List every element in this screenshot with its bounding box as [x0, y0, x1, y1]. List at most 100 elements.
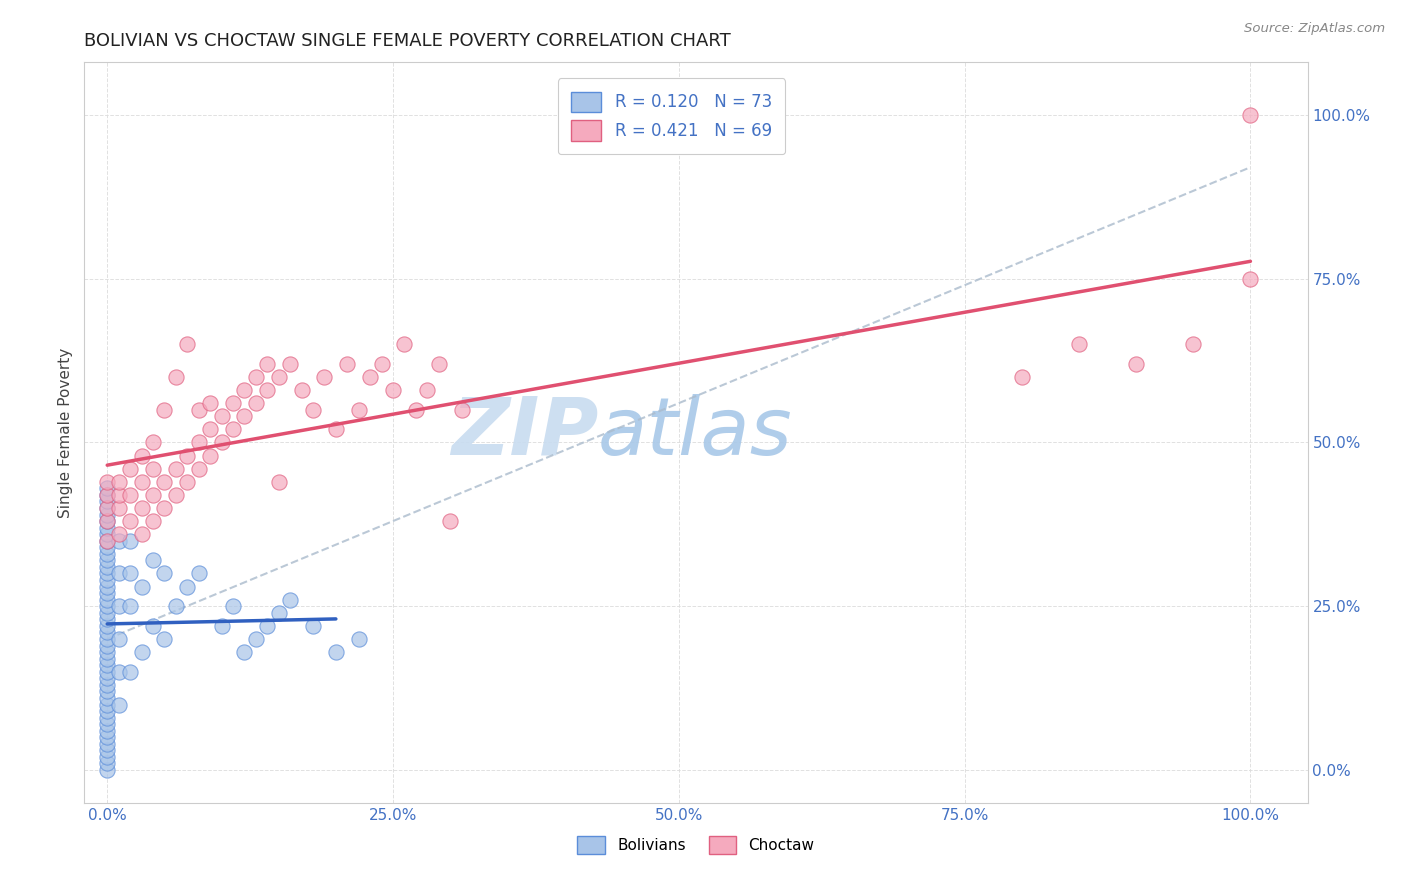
Point — [198, 422, 221, 436]
Point — [120, 514, 142, 528]
Point — [153, 632, 176, 646]
Point — [267, 370, 290, 384]
Point — [142, 514, 165, 528]
Point — [96, 763, 118, 777]
Point — [439, 514, 461, 528]
Point — [278, 592, 301, 607]
Text: ZIP: ZIP — [451, 393, 598, 472]
Point — [96, 553, 118, 567]
Point — [96, 737, 118, 751]
Point — [107, 599, 129, 614]
Y-axis label: Single Female Poverty: Single Female Poverty — [58, 348, 73, 517]
Point — [359, 370, 381, 384]
Point — [222, 599, 245, 614]
Point — [347, 402, 370, 417]
Point — [96, 586, 118, 600]
Point — [96, 717, 118, 731]
Point — [96, 658, 118, 673]
Point — [370, 357, 392, 371]
Point — [107, 475, 129, 489]
Point — [256, 383, 278, 397]
Point — [96, 566, 118, 581]
Point — [96, 639, 118, 653]
Point — [96, 547, 118, 561]
Point — [96, 690, 118, 705]
Point — [96, 684, 118, 698]
Point — [96, 665, 118, 679]
Point — [96, 560, 118, 574]
Point — [96, 521, 118, 535]
Text: atlas: atlas — [598, 393, 793, 472]
Point — [416, 383, 439, 397]
Point — [96, 612, 118, 626]
Point — [142, 553, 165, 567]
Point — [165, 370, 187, 384]
Point — [107, 488, 129, 502]
Point — [96, 573, 118, 587]
Point — [107, 698, 129, 712]
Point — [267, 606, 290, 620]
Point — [107, 665, 129, 679]
Point — [302, 402, 325, 417]
Point — [96, 488, 118, 502]
Point — [222, 422, 245, 436]
Point — [142, 461, 165, 475]
Point — [96, 606, 118, 620]
Point — [96, 533, 118, 548]
Point — [96, 599, 118, 614]
Point — [198, 396, 221, 410]
Point — [394, 337, 416, 351]
Point — [96, 743, 118, 757]
Point — [96, 750, 118, 764]
Point — [450, 402, 472, 417]
Point — [120, 566, 142, 581]
Point — [96, 533, 118, 548]
Point — [153, 402, 176, 417]
Point — [1011, 370, 1033, 384]
Point — [96, 678, 118, 692]
Point — [325, 645, 347, 659]
Point — [131, 645, 153, 659]
Point — [187, 461, 209, 475]
Point — [1239, 271, 1261, 285]
Point — [336, 357, 359, 371]
Point — [302, 619, 325, 633]
Point — [187, 435, 209, 450]
Point — [233, 383, 256, 397]
Point — [96, 475, 118, 489]
Legend: Bolivians, Choctaw: Bolivians, Choctaw — [569, 828, 823, 862]
Point — [153, 566, 176, 581]
Point — [96, 592, 118, 607]
Point — [107, 527, 129, 541]
Point — [96, 704, 118, 718]
Point — [211, 409, 233, 424]
Point — [120, 599, 142, 614]
Point — [107, 566, 129, 581]
Point — [142, 619, 165, 633]
Point — [96, 711, 118, 725]
Point — [211, 435, 233, 450]
Point — [96, 723, 118, 738]
Point — [142, 435, 165, 450]
Point — [325, 422, 347, 436]
Point — [96, 541, 118, 555]
Point — [427, 357, 450, 371]
Point — [153, 475, 176, 489]
Point — [405, 402, 427, 417]
Point — [96, 500, 118, 515]
Point — [176, 580, 198, 594]
Point — [96, 731, 118, 745]
Point — [165, 461, 187, 475]
Point — [107, 533, 129, 548]
Point — [120, 461, 142, 475]
Point — [96, 625, 118, 640]
Point — [267, 475, 290, 489]
Point — [96, 645, 118, 659]
Point — [153, 500, 176, 515]
Point — [96, 580, 118, 594]
Point — [107, 500, 129, 515]
Point — [256, 619, 278, 633]
Point — [198, 449, 221, 463]
Point — [96, 488, 118, 502]
Point — [96, 698, 118, 712]
